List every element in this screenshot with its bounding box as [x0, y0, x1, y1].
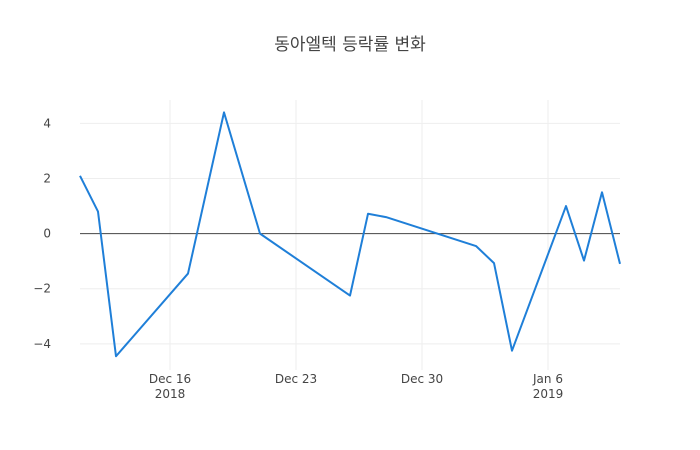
- y-tick-label: 2: [43, 172, 51, 186]
- y-tick-label: −2: [33, 282, 51, 296]
- x-tick-label: Dec 23: [275, 372, 317, 386]
- x-tick-year-label: 2018: [155, 387, 186, 401]
- chart-title: 동아엘텍 등락률 변화: [274, 35, 426, 55]
- x-tick-year-label: 2019: [533, 387, 564, 401]
- x-tick-label: Jan 6: [532, 372, 563, 386]
- y-tick-label: −4: [33, 337, 51, 351]
- series-line: [79, 111, 621, 358]
- y-tick-label: 4: [43, 116, 51, 130]
- x-tick-label: Dec 30: [401, 372, 443, 386]
- x-tick-label: Dec 16: [149, 372, 191, 386]
- y-tick-label: 0: [43, 227, 51, 241]
